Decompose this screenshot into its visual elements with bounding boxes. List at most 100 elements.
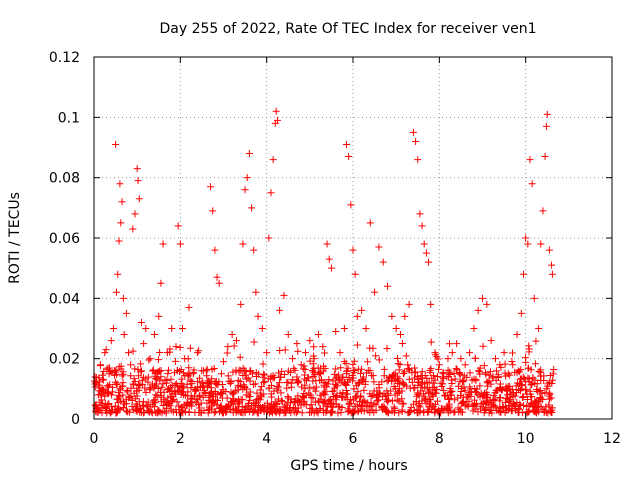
data-point [208, 402, 216, 410]
data-point [134, 177, 142, 185]
data-point [280, 371, 288, 379]
data-point [159, 380, 167, 388]
data-point [103, 365, 111, 373]
data-point [394, 389, 402, 397]
data-point [470, 325, 478, 332]
data-point [99, 385, 107, 393]
data-point [310, 364, 318, 372]
data-point [150, 398, 158, 406]
data-point [519, 401, 527, 409]
data-point [325, 255, 333, 263]
data-point [138, 367, 146, 375]
data-point [542, 403, 550, 411]
data-point [209, 207, 217, 215]
data-point [502, 383, 510, 391]
data-point [271, 398, 279, 406]
data-point [164, 394, 172, 402]
data-point [206, 380, 214, 388]
data-point [531, 397, 539, 405]
data-point [167, 406, 175, 414]
data-point [338, 393, 346, 401]
data-point [115, 237, 123, 245]
data-point [327, 264, 335, 272]
data-point [284, 367, 292, 375]
data-point [366, 219, 374, 227]
data-point [306, 404, 314, 412]
y-tick-label: 0.02 [49, 352, 80, 368]
data-point [526, 156, 534, 164]
data-point [207, 388, 215, 396]
data-point [346, 399, 354, 407]
data-point [532, 337, 540, 345]
data-point [537, 240, 545, 248]
data-point [421, 371, 429, 379]
data-point [284, 393, 292, 401]
data-point [484, 379, 492, 387]
data-point [177, 379, 185, 387]
data-point [133, 392, 141, 400]
data-point [339, 373, 347, 381]
data-point [156, 348, 164, 356]
data-point [274, 383, 282, 391]
data-point [273, 116, 281, 124]
data-point [389, 372, 397, 380]
data-point [426, 369, 434, 377]
data-point [145, 356, 153, 364]
data-point [128, 402, 136, 410]
x-axis-title: GPS time / hours [290, 458, 407, 474]
data-point [385, 396, 393, 404]
data-point [293, 340, 301, 348]
data-point [142, 388, 150, 396]
data-points [90, 107, 558, 417]
data-point [117, 219, 125, 227]
data-point [270, 404, 278, 412]
data-point [178, 375, 186, 383]
data-point [395, 366, 403, 374]
data-point [535, 325, 543, 332]
data-point [250, 408, 258, 416]
data-point [114, 406, 122, 414]
data-point [345, 153, 353, 161]
data-point [302, 391, 310, 399]
data-point [515, 368, 523, 376]
data-point [270, 401, 278, 409]
data-point [358, 407, 366, 415]
data-point [172, 343, 180, 351]
data-point [414, 381, 422, 389]
data-point [188, 377, 196, 385]
data-point [457, 355, 465, 363]
data-point [496, 407, 504, 415]
data-point [345, 374, 353, 382]
data-point [252, 288, 260, 296]
data-point [259, 360, 267, 368]
data-point [307, 401, 315, 409]
data-point [508, 407, 516, 415]
data-point [503, 384, 511, 392]
data-point [470, 375, 478, 383]
data-point [163, 400, 171, 408]
data-point [167, 383, 175, 391]
data-point [277, 389, 285, 397]
data-point [425, 388, 433, 396]
data-point [435, 365, 443, 373]
data-point [335, 376, 343, 384]
data-point [242, 375, 250, 383]
data-point [222, 408, 230, 416]
data-point [213, 273, 221, 281]
data-point [260, 371, 268, 379]
data-point [337, 364, 345, 372]
data-point [148, 380, 156, 388]
data-point [240, 381, 248, 389]
data-point [293, 373, 301, 381]
data-point [420, 240, 428, 248]
data-point [299, 393, 307, 401]
data-point [321, 391, 329, 399]
data-point [280, 403, 288, 411]
data-point [345, 400, 353, 408]
data-point [528, 381, 536, 389]
data-point [481, 369, 489, 377]
data-point [213, 396, 221, 404]
x-tick-label: 10 [517, 431, 535, 447]
data-point [337, 408, 345, 416]
data-point [531, 360, 539, 368]
